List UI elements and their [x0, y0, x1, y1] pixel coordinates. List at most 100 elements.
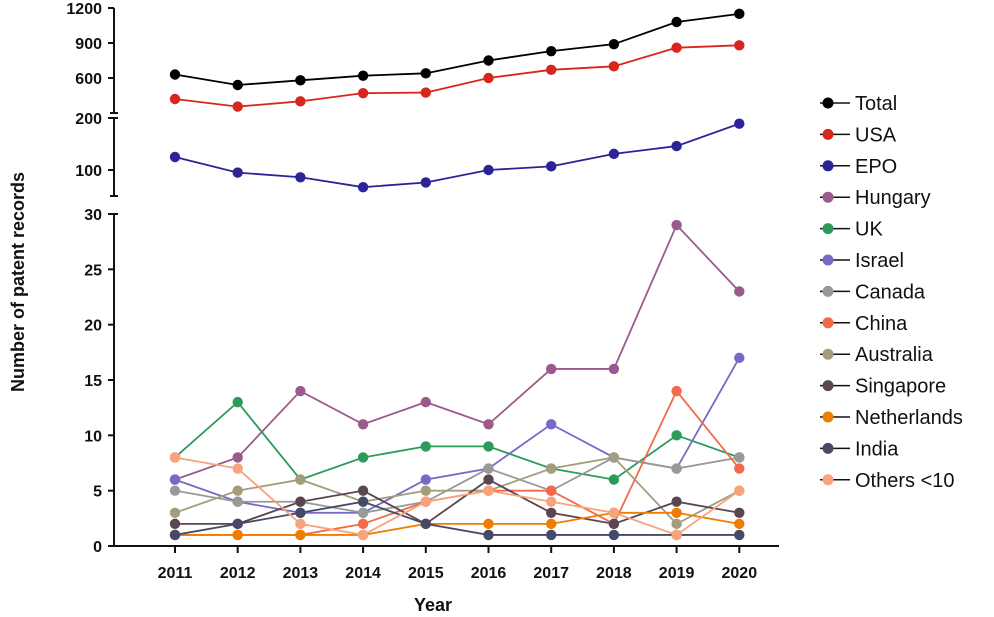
- legend-label-canada: Canada: [855, 281, 926, 303]
- data-point-epo: [546, 161, 557, 172]
- data-point-netherlands: [232, 529, 243, 541]
- data-point-india: [232, 518, 243, 530]
- data-point-canada: [734, 452, 745, 463]
- data-point-usa: [734, 40, 745, 51]
- y-tick-label: 25: [84, 262, 102, 279]
- data-point-china: [546, 485, 557, 496]
- data-point-usa: [357, 87, 369, 99]
- series-line-canada: [174, 456, 740, 514]
- legend-label-others-10: Others <10: [855, 470, 955, 492]
- legend-label-singapore: Singapore: [855, 376, 946, 398]
- series-line-usa: [174, 44, 740, 108]
- legend-label-australia: Australia: [855, 344, 934, 366]
- data-point-israel: [546, 419, 557, 430]
- legend-marker-others-10: [822, 474, 834, 486]
- legend-marker-china: [822, 317, 834, 329]
- data-point-total: [671, 16, 682, 28]
- data-point-usa: [483, 72, 494, 84]
- data-point-epo: [295, 172, 306, 183]
- data-point-australia: [169, 507, 181, 518]
- x-tick-label: 2016: [471, 565, 507, 582]
- data-point-netherlands: [483, 518, 494, 530]
- legend-marker-australia: [822, 348, 834, 360]
- legend-marker-netherlands: [822, 411, 834, 423]
- data-point-usa: [420, 87, 431, 98]
- data-point-others-10: [232, 463, 243, 474]
- data-point-epo: [169, 151, 181, 163]
- data-point-uk: [232, 396, 243, 408]
- data-point-china: [734, 463, 745, 474]
- data-point-epo: [357, 181, 369, 193]
- data-point-others-10: [483, 485, 494, 496]
- legend-marker-israel: [822, 254, 834, 266]
- x-axis-title: Year: [414, 595, 452, 615]
- x-tick-label: 2018: [596, 565, 632, 582]
- data-point-total: [169, 69, 181, 80]
- data-point-uk: [671, 430, 682, 441]
- y-tick-label: 20: [84, 318, 102, 335]
- data-point-usa: [295, 96, 306, 107]
- data-point-canada: [357, 507, 369, 518]
- series-line-australia: [174, 456, 740, 525]
- series-line-others-10: [174, 456, 740, 536]
- data-point-uk: [357, 452, 369, 463]
- data-point-others-10: [169, 452, 181, 463]
- data-point-netherlands: [671, 507, 682, 518]
- data-point-hungary: [546, 363, 557, 375]
- data-point-singapore: [608, 518, 620, 530]
- data-point-singapore: [546, 507, 557, 518]
- data-point-canada: [671, 463, 682, 474]
- legend-marker-usa: [822, 128, 834, 140]
- data-point-total: [357, 70, 369, 81]
- legend-label-india: India: [855, 438, 899, 460]
- data-point-usa: [546, 64, 557, 76]
- data-point-total: [232, 79, 243, 91]
- data-point-canada: [232, 496, 243, 507]
- legend-marker-epo: [822, 160, 834, 172]
- data-point-hungary: [420, 396, 431, 408]
- y-tick-label: 10: [84, 428, 102, 445]
- y-tick-label: 100: [75, 163, 102, 180]
- data-point-epo: [483, 164, 494, 176]
- data-point-usa: [608, 61, 620, 72]
- data-point-uk: [420, 441, 431, 452]
- data-point-others-10: [295, 518, 306, 530]
- data-point-total: [546, 45, 557, 57]
- data-point-epo: [734, 118, 745, 129]
- legend-marker-uk: [822, 223, 834, 235]
- data-point-india: [169, 529, 181, 541]
- data-point-singapore: [483, 474, 494, 485]
- data-point-hungary: [295, 385, 306, 397]
- data-point-epo: [420, 177, 431, 188]
- legend-marker-hungary: [822, 191, 834, 203]
- series-line-hungary: [174, 223, 740, 481]
- data-point-others-10: [420, 496, 431, 507]
- series-line-netherlands: [175, 511, 740, 536]
- data-point-usa: [169, 93, 181, 105]
- data-point-hungary: [734, 286, 745, 297]
- y-tick-label: 900: [75, 36, 102, 53]
- data-point-usa: [671, 42, 682, 53]
- legend-label-israel: Israel: [855, 250, 904, 272]
- legend-label-netherlands: Netherlands: [855, 407, 963, 429]
- legend-label-usa: USA: [855, 124, 897, 146]
- data-point-singapore: [169, 518, 181, 530]
- data-point-australia: [232, 485, 243, 496]
- data-point-australia: [608, 452, 620, 463]
- data-point-others-10: [671, 529, 682, 541]
- x-tick-label: 2017: [533, 565, 569, 582]
- data-point-uk: [608, 474, 620, 485]
- data-point-total: [608, 38, 620, 50]
- legend-marker-india: [822, 442, 834, 454]
- data-point-others-10: [608, 507, 620, 518]
- data-point-canada: [483, 463, 494, 474]
- data-point-total: [295, 75, 306, 86]
- series-line-epo: [174, 122, 740, 189]
- series-points: [169, 8, 745, 541]
- y-tick-label: 5: [93, 484, 102, 501]
- data-point-netherlands: [546, 518, 557, 530]
- data-point-others-10: [357, 529, 369, 541]
- data-point-israel: [420, 474, 431, 485]
- axes: 0 5 10 15 20 25 30 100 200 600 900 1200 2011 2012 2013…: [66, 1, 779, 582]
